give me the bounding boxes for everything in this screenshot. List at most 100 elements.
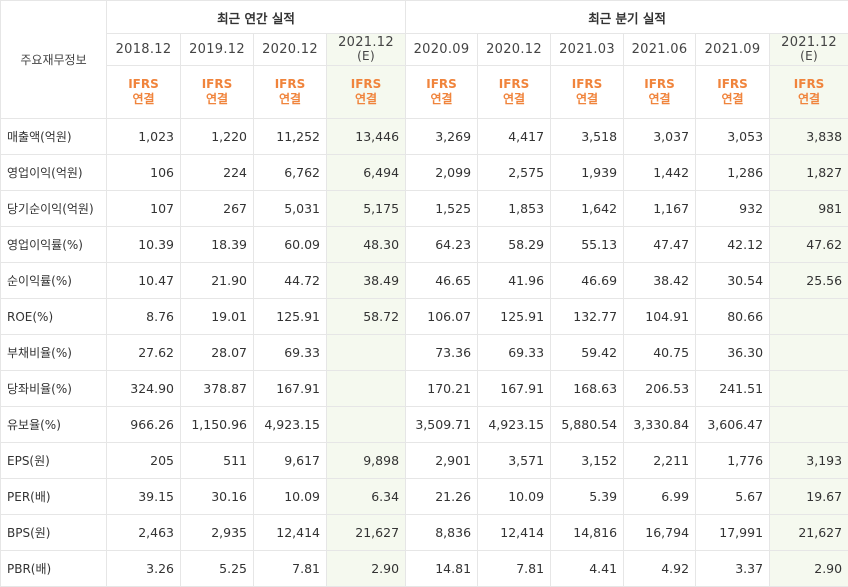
table-row: 순이익률(%) 10.47 21.90 44.72 38.49 46.65 41.96 46.… <box>0 262 848 299</box>
table-cell: 47.62 <box>769 226 848 263</box>
table-cell: 6.99 <box>623 478 697 515</box>
table-row: 당기순이익(억원) 107 267 5,031 5,175 1,525 1,853 1,642… <box>0 190 848 227</box>
accounting-standard: IFRS 연결 <box>695 65 771 119</box>
table-row: 유보율(%) 966.26 1,150.96 4,923.15 3,509.71 4,92… <box>0 406 848 443</box>
table-cell: 125.91 <box>477 298 552 335</box>
ifrs-label: IFRS <box>644 77 675 91</box>
table-cell: 3,037 <box>623 118 697 155</box>
table-cell: 21,627 <box>325 514 407 551</box>
table-cell: 59.42 <box>550 334 625 371</box>
table-cell: 8.76 <box>106 298 181 335</box>
period-header: 2019.12 <box>180 33 254 66</box>
table-cell: 125.91 <box>253 298 327 335</box>
table-cell: 5.39 <box>550 478 625 515</box>
table-cell: 3,509.71 <box>405 406 479 443</box>
quarterly-group-heading: 최근 분기 실적 <box>405 0 848 34</box>
table-cell: 2.90 <box>325 550 407 587</box>
table-cell: 2,901 <box>405 442 479 479</box>
table-cell: 168.63 <box>550 370 625 407</box>
table-cell: 5,175 <box>325 190 407 227</box>
table-cell: 80.66 <box>695 298 771 335</box>
table-cell <box>769 406 848 443</box>
table-cell: 2,575 <box>477 154 552 191</box>
table-cell: 3,193 <box>769 442 848 479</box>
row-label: BPS(원) <box>0 514 107 551</box>
estimate-marker: (E) <box>357 49 375 63</box>
table-cell: 28.07 <box>180 334 254 371</box>
period-label: 2020.09 <box>413 42 470 57</box>
table-cell: 241.51 <box>695 370 771 407</box>
table-cell: 7.81 <box>477 550 552 587</box>
estimate-marker: (E) <box>800 49 818 63</box>
table-cell: 7.81 <box>253 550 327 587</box>
table-cell: 6,762 <box>253 154 327 191</box>
ifrs-label: IFRS <box>350 77 382 91</box>
period-header: 2021.09 <box>695 33 771 66</box>
table-cell: 4,923.15 <box>253 406 327 443</box>
table-cell: 104.91 <box>623 298 697 335</box>
table-cell: 19.01 <box>180 298 254 335</box>
period-label: 2021.09 <box>704 42 761 57</box>
table-cell: 41.96 <box>477 262 552 299</box>
row-label: 매출액(억원) <box>0 118 107 155</box>
table-cell: 5,880.54 <box>550 406 625 443</box>
consolidated-label: 연결 <box>205 92 229 106</box>
table-cell: 3,053 <box>695 118 771 155</box>
table-cell: 17,991 <box>695 514 771 551</box>
table-cell: 6,494 <box>325 154 407 191</box>
row-label: 부채비율(%) <box>0 334 107 371</box>
table-cell: 3,330.84 <box>623 406 697 443</box>
consolidated-label: 연결 <box>575 92 599 106</box>
table-row: 매출액(억원) 1,023 1,220 11,252 13,446 3,269 4,417 3… <box>0 118 848 155</box>
table-cell: 30.54 <box>695 262 771 299</box>
period-label: 2020.12 <box>262 42 318 57</box>
accounting-standard: IFRS 연결 <box>550 65 625 119</box>
table-cell: 4,417 <box>477 118 552 155</box>
table-cell <box>769 334 848 371</box>
table-cell: 73.36 <box>405 334 479 371</box>
table-cell: 1,853 <box>477 190 552 227</box>
table-cell: 9,617 <box>253 442 327 479</box>
table-cell: 69.33 <box>477 334 552 371</box>
table-cell: 1,286 <box>695 154 771 191</box>
table-cell: 13,446 <box>325 118 407 155</box>
table-cell: 267 <box>180 190 254 227</box>
table-cell: 5,031 <box>253 190 327 227</box>
table-cell: 1,642 <box>550 190 625 227</box>
table-row: 영업이익(억원) 106 224 6,762 6,494 2,099 2,575 1,939 1… <box>0 154 848 191</box>
table-cell: 9,898 <box>325 442 407 479</box>
period-label: 2021.12 <box>781 35 837 50</box>
table-cell: 44.72 <box>253 262 327 299</box>
table-cell: 11,252 <box>253 118 327 155</box>
row-label: EPS(원) <box>0 442 107 479</box>
table-row: PER(배) 39.15 30.16 10.09 6.34 21.26 10.09 5.39 6… <box>0 478 848 515</box>
table-cell: 46.65 <box>405 262 479 299</box>
table-row: BPS(원) 2,463 2,935 12,414 21,627 8,836 12,414 1… <box>0 514 848 551</box>
period-header: 2021.12 (E) <box>325 33 407 66</box>
table-cell: 5.25 <box>180 550 254 587</box>
table-row: EPS(원) 205 511 9,617 9,898 2,901 3,571 3,152 2,2… <box>0 442 848 479</box>
period-header: 2021.06 <box>623 33 697 66</box>
annual-group-heading: 최근 연간 실적 <box>105 0 407 34</box>
table-cell: 2,099 <box>405 154 479 191</box>
table-row: 부채비율(%) 27.62 28.07 69.33 73.36 69.33 59.42 40.… <box>0 334 848 371</box>
ifrs-label: IFRS <box>274 77 306 91</box>
table-cell <box>325 370 407 407</box>
table-cell: 14,816 <box>550 514 625 551</box>
table-cell: 3,269 <box>405 118 479 155</box>
table-cell: 1,776 <box>695 442 771 479</box>
table-cell: 205 <box>106 442 181 479</box>
table-cell: 21.26 <box>405 478 479 515</box>
table-cell: 106.07 <box>405 298 479 335</box>
table-cell: 69.33 <box>253 334 327 371</box>
table-cell: 4,923.15 <box>477 406 552 443</box>
corner-label: 주요재무정보 <box>0 0 107 119</box>
table-row: 영업이익률(%) 10.39 18.39 60.09 48.30 64.23 58.29 55… <box>0 226 848 263</box>
ifrs-label: IFRS <box>793 77 825 91</box>
table-cell: 47.47 <box>623 226 697 263</box>
table-cell: 1,023 <box>106 118 181 155</box>
table-cell: 167.91 <box>253 370 327 407</box>
table-cell: 30.16 <box>180 478 254 515</box>
consolidated-label: 연결 <box>132 92 155 106</box>
table-cell: 378.87 <box>180 370 254 407</box>
